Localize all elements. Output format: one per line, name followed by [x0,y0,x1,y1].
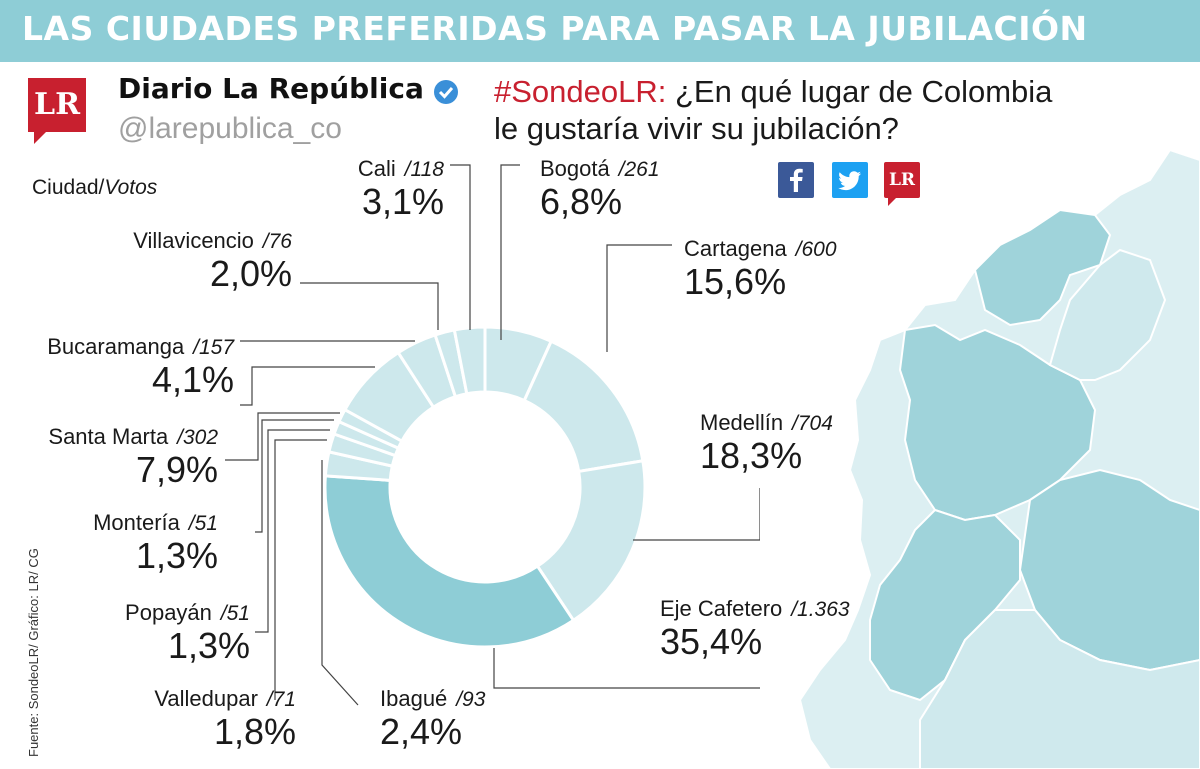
lr-small-text: LR [888,170,916,190]
slice-name: Bogotá [540,156,610,181]
slice-votes: /93 [456,688,486,711]
slice-votes: /1.363 [791,598,850,621]
lr-link-icon[interactable]: LR [884,162,920,206]
label-cartagena: Cartagena /600 15,6% [684,236,837,302]
label-bucaramanga: Bucaramanga /157 4,1% [47,334,234,400]
leader-popayan [255,429,330,633]
map-region-south [919,609,1200,769]
slice-votes: /704 [792,412,833,435]
leader-ibague [321,460,359,706]
leader-eje-cafetero [493,648,760,689]
slice-votes: /71 [266,688,296,711]
slice-pct: 7,9% [135,449,218,490]
slice-votes: /118 [404,158,444,181]
question-line2: le gustaría vivir su jubilación? [494,111,899,146]
map-region-west [869,508,1021,702]
slice-pct: 6,8% [540,181,623,222]
account-handle: @larepublica_co [118,112,342,145]
label-eje-cafetero: Eje Cafetero /1.363 35,4% [660,596,850,662]
label-cali: Cali /118 3,1% [358,156,444,222]
leader-villavicencio [300,282,439,330]
slice-pct: 35,4% [660,621,763,662]
slice-name: Medellín [700,410,784,435]
lr-logo: LR [28,78,86,144]
slice-name: Villavicencio [133,228,254,253]
slice-pct: 1,3% [135,535,218,576]
label-medellin: Medellín /704 18,3% [700,410,833,476]
slice-pct: 1,3% [167,625,250,666]
slice-votes: /76 [262,230,292,253]
donut-chart [225,164,760,706]
leader-cali [450,164,471,330]
hashtag: #SondeoLR: [494,74,667,109]
leader-medellin [633,488,760,541]
survey-question: #SondeoLR: ¿En qué lugar de Colombia le … [494,73,1052,147]
slice-pct: 1,8% [213,711,296,752]
question-line1: ¿En qué lugar de Colombia [675,74,1053,109]
slice-votes: /51 [220,602,250,625]
slice-pct: 3,1% [361,181,444,222]
slice-name: Montería [93,510,180,535]
slice-name: Bucaramanga [47,334,185,359]
slice-votes: /302 [177,426,218,449]
title-bar: LAS CIUDADES PREFERIDAS PARA PASAR LA JU… [0,0,1200,62]
slice-pct: 18,3% [700,435,803,476]
slice-pct: 2,0% [209,253,292,294]
facebook-icon[interactable] [778,162,814,198]
slice-cali [452,325,487,396]
slice-name: Cartagena [684,236,787,261]
chart-title: LAS CIUDADES PREFERIDAS PARA PASAR LA JU… [22,9,1088,48]
leader-valledupar [274,439,327,700]
label-ibague: Ibagué /93 2,4% [380,686,485,752]
lr-logo-text: LR [33,87,81,122]
slice-cartagena [522,339,645,474]
slice-eje-cafetero [323,474,576,649]
leader-santa-marta [225,412,340,461]
slice-pct: 2,4% [380,711,463,752]
legend-header: Ciudad/Votos [32,176,157,200]
slice-votes: /51 [188,512,218,535]
slice-votes: /157 [193,336,234,359]
label-santa-marta: Santa Marta /302 7,9% [48,424,218,490]
label-valledupar: Valledupar /71 1,8% [154,686,296,752]
map-region-northeast [1048,248,1167,381]
label-villavicencio: Villavicencio /76 2,0% [133,228,292,294]
leader-bucaramanga [240,366,375,406]
slice-name: Santa Marta [48,424,169,449]
label-monteria: Montería /51 1,3% [93,510,218,576]
leader-monteria [255,419,334,533]
twitter-icon[interactable] [832,162,868,198]
slice-name: Valledupar [154,686,258,711]
slice-votes: /261 [618,158,660,181]
label-bogota: Bogotá /261 6,8% [540,156,660,222]
leader-cartagena [606,244,672,352]
slice-name: Ibagué [380,686,448,711]
legend-prefix: Ciudad/ [32,176,105,199]
slice-votes: /600 [795,238,837,261]
slice-pct: 4,1% [151,359,234,400]
slice-name: Cali [357,156,396,181]
slice-name: Popayán [125,600,212,625]
account-name: Diario La República [118,72,424,105]
label-popayan: Popayán /51 1,3% [125,600,250,666]
legend-suffix: Votos [104,176,158,199]
leader-bogota [500,164,520,340]
verified-badge-icon [434,80,458,104]
source-credit: Fuente: SondeoLR/ Gráfico: LR/ CG [26,548,41,757]
slice-name: Eje Cafetero [660,596,783,621]
colombia-map [798,148,1200,769]
slice-pct: 15,6% [684,261,787,302]
